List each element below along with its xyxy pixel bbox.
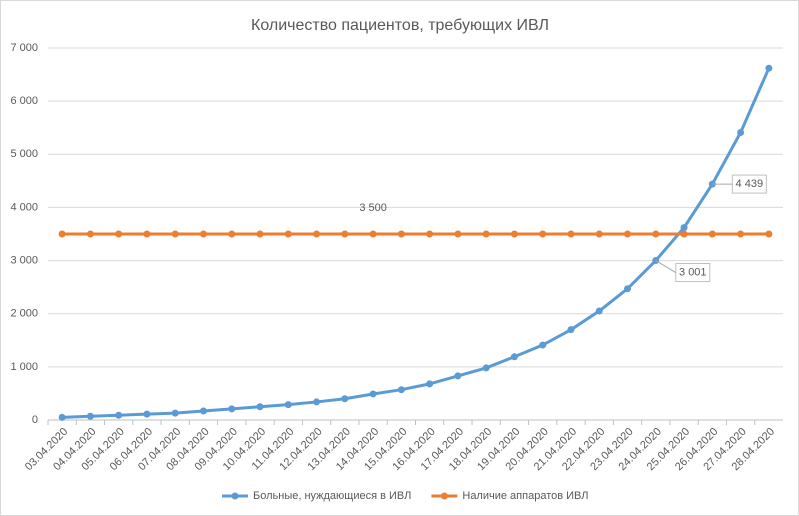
- point: [595, 230, 603, 238]
- point: [397, 230, 405, 238]
- point: [708, 230, 716, 238]
- point: [567, 230, 575, 238]
- point: [58, 230, 66, 238]
- point: [143, 410, 151, 418]
- point: [115, 411, 123, 419]
- point: [313, 398, 321, 406]
- legend-marker: [440, 492, 448, 500]
- legend-label: Больные, нуждающиеся в ИВЛ: [253, 490, 411, 502]
- legend-label: Наличие аппаратов ИВЛ: [462, 490, 588, 502]
- point: [143, 230, 151, 238]
- y-tick-label: 3 000: [10, 254, 38, 266]
- point: [765, 64, 773, 72]
- point: [256, 403, 264, 411]
- point: [228, 405, 236, 413]
- point: [426, 230, 434, 238]
- point: [426, 380, 434, 388]
- y-tick-label: 6 000: [10, 95, 38, 107]
- point: [341, 230, 349, 238]
- point: [482, 364, 490, 372]
- point: [228, 230, 236, 238]
- y-tick-label: 4 000: [10, 201, 38, 213]
- data-label: 4 439: [736, 178, 764, 190]
- point: [284, 230, 292, 238]
- point: [86, 412, 94, 420]
- point: [199, 230, 207, 238]
- point: [171, 409, 179, 417]
- point: [680, 230, 688, 238]
- point: [313, 230, 321, 238]
- leader-line: [655, 260, 677, 273]
- point: [624, 230, 632, 238]
- point: [397, 386, 405, 394]
- y-tick-label: 2 000: [10, 308, 38, 320]
- y-tick-label: 1 000: [10, 361, 38, 373]
- point: [510, 353, 518, 361]
- point: [115, 230, 123, 238]
- point: [58, 413, 66, 421]
- y-tick-label: 5 000: [10, 148, 38, 160]
- point: [86, 230, 94, 238]
- point: [171, 230, 179, 238]
- point: [341, 395, 349, 403]
- y-tick-label: 7 000: [10, 42, 38, 54]
- point: [737, 128, 745, 136]
- point: [765, 230, 773, 238]
- point: [482, 230, 490, 238]
- point: [454, 372, 462, 380]
- point: [737, 230, 745, 238]
- data-label: 3 001: [679, 266, 707, 278]
- point: [454, 230, 462, 238]
- point: [680, 224, 688, 232]
- y-tick-label: 0: [32, 414, 38, 426]
- series-line: [62, 67, 771, 419]
- point: [199, 407, 207, 415]
- point: [652, 230, 660, 238]
- point: [369, 390, 377, 398]
- point: [539, 230, 547, 238]
- point: [567, 326, 575, 334]
- point: [624, 285, 632, 293]
- point: [284, 401, 292, 409]
- legend-marker: [231, 492, 239, 500]
- point: [539, 341, 547, 349]
- point: [510, 230, 518, 238]
- data-label: 3 500: [359, 202, 387, 214]
- point: [595, 307, 603, 315]
- chart-title: Количество пациентов, требующих ИВЛ: [251, 17, 549, 34]
- point: [256, 230, 264, 238]
- point: [369, 230, 377, 238]
